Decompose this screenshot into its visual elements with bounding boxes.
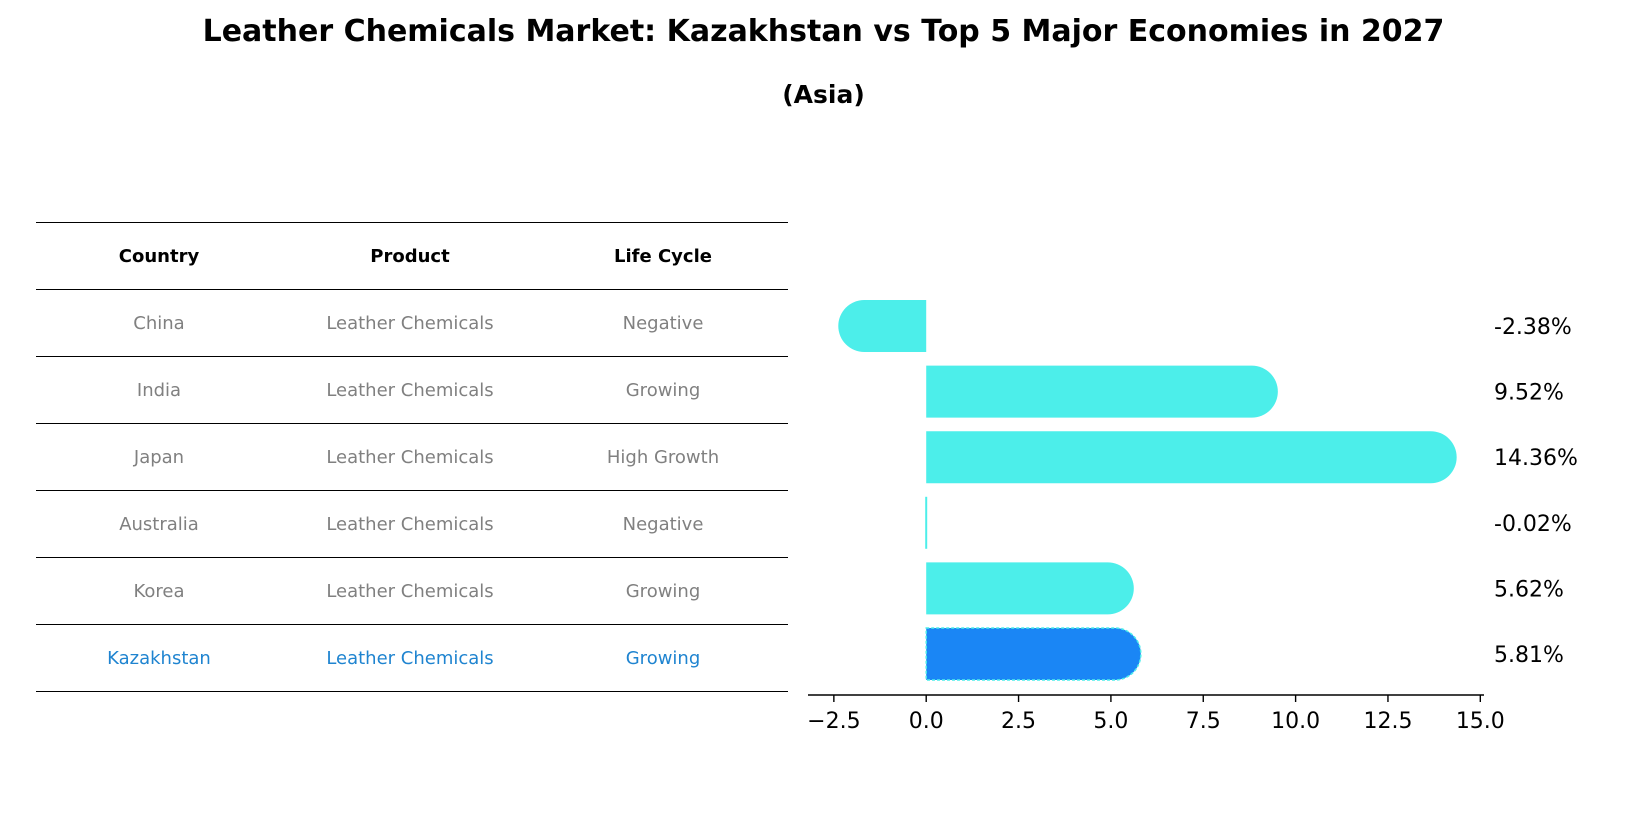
cell-product: Leather Chemicals [282, 356, 538, 424]
x-tick-label: 15.0 [1456, 709, 1505, 734]
cell-product: Leather Chemicals [282, 289, 538, 357]
cell-country: China [36, 289, 282, 357]
bar-australia [925, 496, 928, 549]
cell-country: Kazakhstan [36, 624, 282, 692]
cell-life-cycle: Growing [538, 624, 788, 692]
cell-country: India [36, 356, 282, 424]
header-life-cycle: Life Cycle [538, 222, 788, 290]
x-tick-label: 12.5 [1363, 709, 1412, 734]
cell-country: Australia [36, 490, 282, 558]
x-tick-label: 0.0 [909, 709, 944, 734]
cell-product: Leather Chemicals [282, 624, 538, 692]
x-tick-label: 7.5 [1186, 709, 1221, 734]
x-tick-label: −2.5 [807, 709, 860, 734]
bar-china [838, 300, 927, 352]
cell-product: Leather Chemicals [282, 423, 538, 491]
chart-subtitle: (Asia) [782, 80, 865, 109]
bar-korea [926, 562, 1134, 615]
table-row: India Leather Chemicals Growing [36, 356, 788, 424]
x-tick-label: 5.0 [1093, 709, 1128, 734]
cell-life-cycle: Negative [538, 289, 788, 357]
cell-life-cycle: Growing [538, 356, 788, 424]
cell-country: Korea [36, 557, 282, 625]
x-tick-label: 10.0 [1271, 709, 1320, 734]
value-label-kazakhstan: 5.81% [1494, 643, 1564, 668]
value-label-australia: -0.02% [1494, 512, 1572, 537]
value-label-india: 9.52% [1494, 381, 1564, 406]
value-label-japan: 14.36% [1494, 446, 1578, 471]
header-product: Product [282, 222, 538, 290]
table-row-highlight: Kazakhstan Leather Chemicals Growing [36, 624, 788, 692]
chart-title: Leather Chemicals Market: Kazakhstan vs … [202, 14, 1445, 49]
table-row: Australia Leather Chemicals Negative [36, 490, 788, 558]
table-header-row: Country Product Life Cycle [36, 222, 788, 290]
cell-country: Japan [36, 423, 282, 491]
cell-life-cycle: High Growth [538, 423, 788, 491]
cell-life-cycle: Negative [538, 490, 788, 558]
bar-kazakhstan [925, 627, 1142, 681]
table-row: China Leather Chemicals Negative [36, 289, 788, 357]
bar-japan [926, 431, 1457, 484]
header-country: Country [36, 222, 282, 290]
x-tick-label: 2.5 [1001, 709, 1036, 734]
value-label-korea: 5.62% [1494, 577, 1564, 602]
cell-life-cycle: Growing [538, 557, 788, 625]
bars-layer [838, 300, 1457, 681]
value-labels-layer: -2.38% 9.52% 14.36% -0.02% 5.62% 5.81% [1494, 315, 1578, 668]
bar-india [926, 365, 1278, 418]
market-table: Country Product Life Cycle China Leather… [36, 222, 788, 692]
table-row: Korea Leather Chemicals Growing [36, 557, 788, 625]
cell-product: Leather Chemicals [282, 490, 538, 558]
table-row: Japan Leather Chemicals High Growth [36, 423, 788, 491]
value-label-china: -2.38% [1494, 315, 1572, 340]
x-axis: −2.5 0.0 2.5 5.0 7.5 10.0 12.5 15.0 [807, 694, 1505, 734]
